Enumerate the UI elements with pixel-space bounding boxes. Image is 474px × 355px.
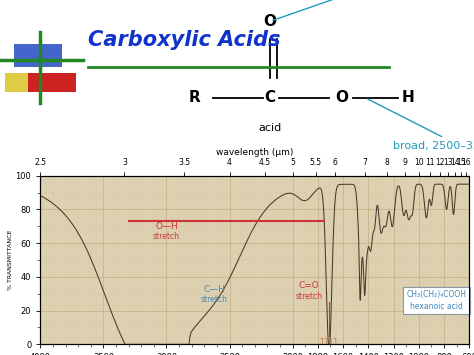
Y-axis label: % TRANSMITTANCE: % TRANSMITTANCE (8, 230, 13, 290)
Text: CH₃(CH₂)₄COOH
hexanoic acid: CH₃(CH₂)₄COOH hexanoic acid (407, 290, 466, 311)
Text: O: O (264, 14, 277, 29)
Text: R: R (189, 90, 200, 105)
Text: C=O: C=O (299, 282, 319, 290)
Text: Carboxylic Acids: Carboxylic Acids (88, 30, 280, 50)
Bar (5, 73, 50, 92)
Text: stretch: stretch (153, 233, 180, 241)
Text: O: O (335, 90, 348, 105)
Text: stretch: stretch (201, 295, 228, 304)
Bar (14, 44, 62, 67)
Text: C: C (264, 90, 276, 105)
Text: 1711: 1711 (319, 338, 338, 346)
Text: stretch: stretch (295, 291, 322, 300)
Text: broad, 2500–3500 cm⁻¹: broad, 2500–3500 cm⁻¹ (367, 99, 474, 151)
Text: acid: acid (258, 123, 282, 133)
Text: C—H: C—H (203, 285, 226, 294)
Bar (28, 73, 76, 92)
Text: 1710 cm⁻¹: 1710 cm⁻¹ (273, 0, 452, 20)
X-axis label: wavelength (μm): wavelength (μm) (216, 148, 293, 157)
Text: O—H: O—H (155, 222, 178, 231)
Text: H: H (401, 90, 414, 105)
